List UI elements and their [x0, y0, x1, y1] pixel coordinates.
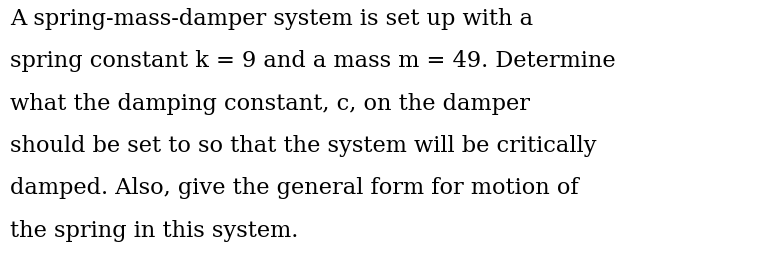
Text: should be set to so that the system will be critically: should be set to so that the system will… [10, 135, 597, 157]
Text: what the damping constant, c, on the damper: what the damping constant, c, on the dam… [10, 93, 530, 115]
Text: damped. Also, give the general form for motion of: damped. Also, give the general form for … [10, 177, 579, 199]
Text: spring constant k = 9 and a mass m = 49. Determine: spring constant k = 9 and a mass m = 49.… [10, 50, 615, 72]
Text: A spring-mass-damper system is set up with a: A spring-mass-damper system is set up wi… [10, 8, 534, 30]
Text: the spring in this system.: the spring in this system. [10, 220, 299, 242]
